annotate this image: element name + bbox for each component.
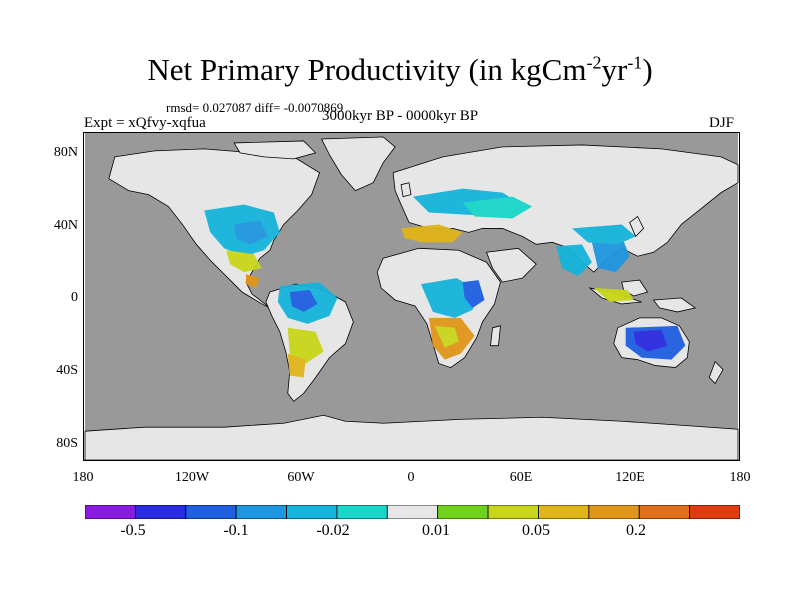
patch-na-ohio bbox=[234, 220, 268, 245]
greenland bbox=[320, 136, 396, 192]
colorbar-segment bbox=[638, 505, 691, 519]
arctic-islands bbox=[233, 140, 317, 160]
colorbar-label-neg01: -0.1 bbox=[223, 522, 249, 539]
y-tick-40n: 40N bbox=[53, 218, 78, 233]
patch-na-south bbox=[226, 250, 262, 273]
patch-indonesia bbox=[593, 288, 634, 302]
x-tick-120e: 120E bbox=[615, 470, 645, 485]
x-tick-60w: 60W bbox=[287, 470, 315, 485]
colorbar-segment bbox=[235, 505, 287, 519]
x-tick-120w: 120W bbox=[174, 470, 210, 485]
colorbar-label-02: 0.2 bbox=[626, 522, 646, 539]
y-tick-0: 0 bbox=[71, 290, 78, 305]
patch-central-africa bbox=[420, 278, 477, 318]
arabia bbox=[485, 247, 537, 283]
x-tick-180e: 180 bbox=[729, 470, 751, 485]
colorbar-segment bbox=[286, 505, 338, 519]
antarctica bbox=[84, 414, 739, 460]
patch-argentina bbox=[287, 353, 306, 378]
colorbar-segment bbox=[336, 505, 388, 519]
patch-australia-core bbox=[633, 329, 668, 352]
patch-east-africa bbox=[462, 280, 485, 308]
patch-india bbox=[556, 244, 592, 277]
patch-south-africa-2 bbox=[434, 325, 459, 348]
new-guinea bbox=[652, 297, 697, 313]
new-zealand bbox=[708, 360, 724, 385]
colorbar-segment bbox=[386, 505, 439, 519]
colorbar-segment bbox=[134, 505, 187, 519]
npp-anomaly-patches bbox=[204, 188, 686, 378]
patch-amazon-core bbox=[289, 290, 318, 312]
colorbar-segment bbox=[437, 505, 489, 519]
x-tick-0: 0 bbox=[407, 470, 415, 485]
patch-siberia bbox=[462, 196, 533, 219]
experiment-label: Expt = xQfvy-xqfua bbox=[84, 115, 206, 131]
colorbar-segment bbox=[689, 505, 740, 519]
patch-se-asia bbox=[591, 236, 630, 273]
y-tick-40s: 40S bbox=[56, 363, 78, 378]
colorbar-segment bbox=[85, 505, 136, 519]
x-tick-60e: 60E bbox=[509, 470, 533, 485]
colorbar bbox=[85, 505, 740, 519]
stats-text: rmsd= 0.027087 diff= -0.0070869 bbox=[166, 100, 344, 115]
period-label: 3000kyr BP - 0000kyr BP bbox=[322, 108, 479, 124]
colorbar-label-001: 0.01 bbox=[422, 522, 450, 539]
x-tick-180w: 180 bbox=[72, 470, 94, 485]
colorbar-segment bbox=[487, 505, 539, 519]
colorbar-segment bbox=[588, 505, 640, 519]
patch-brazil-south bbox=[287, 327, 324, 364]
world-map bbox=[83, 132, 740, 461]
colorbar-label-neg05: -0.5 bbox=[120, 522, 146, 539]
patch-china bbox=[572, 224, 636, 245]
japan bbox=[629, 215, 645, 238]
colorbar-segment bbox=[185, 505, 237, 519]
colorbar-segment bbox=[538, 505, 590, 519]
season-label: DJF bbox=[709, 115, 735, 131]
y-tick-80n: 80N bbox=[53, 145, 78, 160]
british-isles bbox=[400, 182, 412, 198]
patch-mexico bbox=[246, 274, 260, 289]
colorbar-label-neg002: -0.02 bbox=[316, 522, 350, 539]
colorbar-label-005: 0.05 bbox=[522, 522, 550, 539]
patch-sahel bbox=[401, 224, 463, 243]
y-tick-80s: 80S bbox=[56, 436, 78, 451]
madagascar bbox=[490, 325, 501, 347]
chart-title: Net Primary Productivity (in kgCm-2yr-1) bbox=[147, 52, 653, 87]
